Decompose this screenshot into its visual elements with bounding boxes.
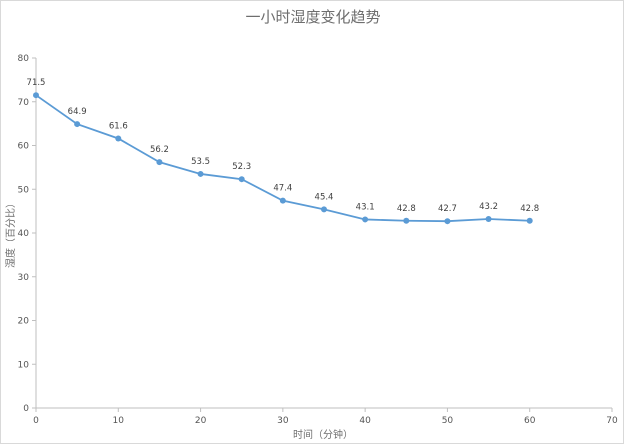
tick-labels: 0 10 20 30 40 50 60 70 80 0 10 20 30 40 50 60 70 <box>18 54 618 426</box>
y-tick-label: 60 <box>18 142 30 152</box>
x-tick-label: 70 <box>606 416 618 426</box>
y-tick-label: 0 <box>23 404 29 414</box>
data-point <box>115 135 122 142</box>
x-tick-label: 0 <box>33 416 39 426</box>
y-axis-label: 湿度（百分比） <box>4 198 17 268</box>
axes <box>32 57 613 412</box>
data-point <box>279 197 286 204</box>
data-label: 43.2 <box>479 202 498 212</box>
y-tick-label: 30 <box>18 273 30 283</box>
y-tick-label: 50 <box>18 185 30 195</box>
data-point <box>321 206 327 213</box>
x-tick-label: 20 <box>195 416 207 426</box>
data-point <box>33 92 39 99</box>
x-tick-label: 10 <box>113 416 125 426</box>
data-label: 47.4 <box>273 184 292 194</box>
chart-title: 一小时湿度变化趋势 <box>245 8 380 26</box>
y-tick-label: 70 <box>18 98 30 108</box>
y-tick-label: 80 <box>18 54 30 64</box>
data-label: 42.8 <box>520 204 539 214</box>
data-label: 42.8 <box>397 204 416 214</box>
data-point <box>403 217 410 224</box>
x-tick-label: 40 <box>359 416 371 426</box>
y-tick-label: 10 <box>18 360 30 370</box>
data-label: 71.5 <box>27 78 46 88</box>
data-point <box>526 217 533 224</box>
data-point <box>74 121 81 128</box>
x-tick-label: 30 <box>277 416 289 426</box>
data-label: 45.4 <box>315 192 334 202</box>
data-point <box>444 218 451 225</box>
data-point <box>156 159 163 166</box>
data-point <box>238 176 245 183</box>
data-label: 56.2 <box>150 145 169 155</box>
x-tick-label: 60 <box>524 416 536 426</box>
data-point <box>362 216 369 223</box>
data-label: 61.6 <box>109 122 128 132</box>
data-point <box>485 216 492 222</box>
y-tick-label: 20 <box>18 317 30 327</box>
data-point <box>197 170 204 177</box>
x-axis-label: 时间（分钟） <box>293 428 353 441</box>
data-label: 52.3 <box>232 162 251 172</box>
data-label: 42.7 <box>438 204 457 214</box>
data-label: 43.1 <box>356 202 375 212</box>
series-group: 71.5 64.9 61.6 56.2 53.5 52.3 47.4 45.4 43.1 42.8… <box>27 78 539 225</box>
x-tick-label: 50 <box>442 416 454 426</box>
data-label: 53.5 <box>191 157 210 167</box>
y-tick-label: 40 <box>18 229 30 239</box>
data-label: 64.9 <box>68 107 87 117</box>
